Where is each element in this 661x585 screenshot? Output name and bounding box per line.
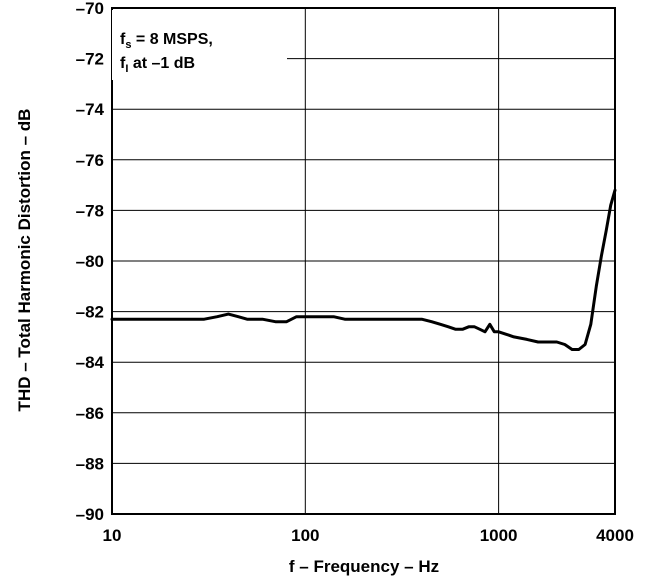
plot-area-border xyxy=(111,7,616,515)
y-tick-label: –76 xyxy=(76,151,104,170)
x-tick-label: 1000 xyxy=(480,526,518,545)
y-tick-label: –82 xyxy=(76,303,104,322)
annotation: fs = 8 MSPS, fI at –1 dB xyxy=(112,10,287,80)
y-axis-title: THD – Total Harmonic Distortion – dB xyxy=(15,109,34,412)
annotation-line-2: fI at –1 dB xyxy=(120,55,195,75)
y-tick-label: –90 xyxy=(76,505,104,524)
thd-series-line xyxy=(110,188,617,351)
y-tick-label: –86 xyxy=(76,404,104,423)
tick-labels: –70 –72 –74 –76 –78 –80 –82 –84 –86 –88 –90 10 100 10… xyxy=(76,0,634,545)
annotation-background xyxy=(112,10,287,80)
x-tick-label: 10 xyxy=(103,526,122,545)
grid-layer xyxy=(111,7,616,515)
y-tick-label: –84 xyxy=(76,353,105,372)
y-tick-label: –70 xyxy=(76,0,104,18)
y-tick-label: –78 xyxy=(76,201,104,220)
y-tick-label: –72 xyxy=(76,50,104,69)
y-tick-label: –74 xyxy=(76,100,105,119)
annotation-line-1: fs = 8 MSPS, xyxy=(120,31,213,51)
x-tick-label: 4000 xyxy=(596,526,634,545)
series-layer xyxy=(110,188,617,351)
y-tick-label: –88 xyxy=(76,454,104,473)
x-axis-title: f – Frequency – Hz xyxy=(289,557,439,576)
y-tick-label: –80 xyxy=(76,252,104,271)
plot-frame xyxy=(111,7,616,515)
x-tick-label: 100 xyxy=(291,526,319,545)
